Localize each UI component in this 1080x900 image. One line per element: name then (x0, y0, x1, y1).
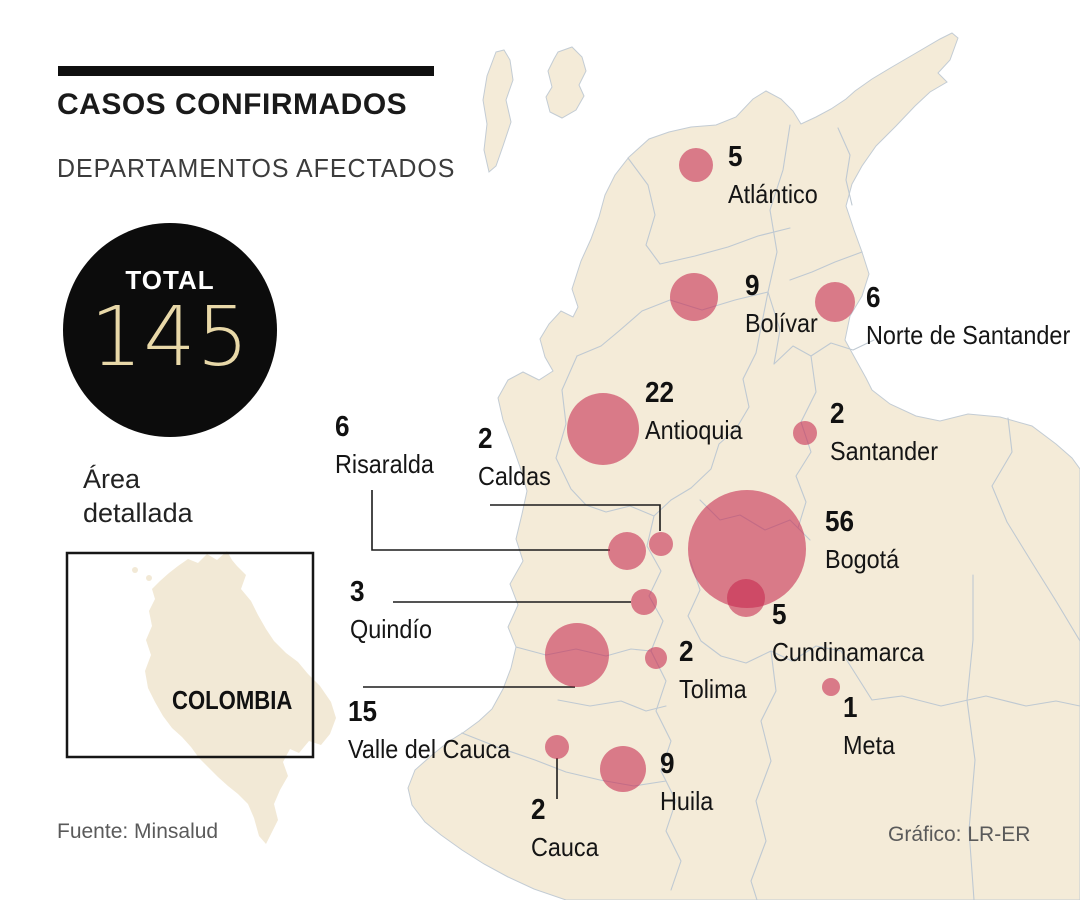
bubble-meta (822, 678, 840, 696)
dept-name-santander: Santander (830, 436, 938, 466)
dept-label-bogota: 56 Bogotá (825, 506, 900, 574)
dept-value-risaralda: 6 (335, 411, 350, 443)
dept-value-huila: 9 (660, 748, 675, 780)
dept-value-cundinamarca: 5 (772, 599, 787, 631)
bubble-caldas (649, 532, 673, 556)
bubble-cauca (545, 735, 569, 759)
inset-colombia-silhouette (145, 551, 336, 844)
dept-name-cauca: Cauca (531, 832, 599, 862)
dept-label-bolivar: 9 Bolívar (745, 270, 818, 338)
island-shape (545, 46, 587, 119)
page-title: CASOS CONFIRMADOS (57, 88, 408, 121)
dept-value-quindio: 3 (350, 576, 365, 608)
bubble-atlantico (679, 148, 713, 182)
dept-name-cundinamarca: Cundinamarca (772, 637, 925, 667)
inset-island-dot (146, 575, 152, 581)
dept-value-valle-del-cauca: 15 (348, 696, 378, 728)
inset-country-label: COLOMBIA (172, 685, 293, 715)
bubble-bolivar (670, 273, 718, 321)
dept-label-cauca: 2 Cauca (531, 794, 599, 862)
bubble-risaralda (608, 532, 646, 570)
dept-label-valle-del-cauca: 15 Valle del Cauca (348, 696, 511, 764)
inset-frame (65, 551, 315, 759)
total-value: 145 (90, 290, 250, 385)
bubble-quindio (631, 589, 657, 615)
bubble-bogota (688, 490, 806, 608)
dept-name-antioquia: Antioquia (645, 415, 743, 445)
dept-name-bogota: Bogotá (825, 544, 900, 574)
dept-value-antioquia: 22 (645, 377, 675, 409)
page-subtitle: DEPARTAMENTOS AFECTADOS (57, 153, 456, 183)
dept-label-meta: 1 Meta (843, 692, 896, 760)
dept-name-quindio: Quindío (350, 614, 432, 644)
inset-island-dot (132, 567, 138, 573)
dept-value-santander: 2 (830, 398, 845, 430)
dept-name-huila: Huila (660, 786, 714, 816)
dept-name-valle-del-cauca: Valle del Cauca (348, 734, 511, 764)
dept-label-atlantico: 5 Atlántico (728, 141, 818, 209)
bubble-cundinamarca (727, 579, 765, 617)
dept-name-norte-de-santander: Norte de Santander (866, 320, 1071, 350)
dept-name-risaralda: Risaralda (335, 449, 434, 479)
dept-value-bogota: 56 (825, 506, 855, 538)
dept-label-tolima: 2 Tolima (679, 636, 747, 704)
leader-line-caldas (490, 504, 661, 531)
bubble-norte-de-santander (815, 282, 855, 322)
source-credit: Fuente: Minsalud (57, 820, 219, 843)
leader-line-risaralda (371, 490, 610, 551)
dept-value-cauca: 2 (531, 794, 546, 826)
dept-value-caldas: 2 (478, 423, 493, 455)
total-label: TOTAL (125, 265, 215, 295)
area-note: Área detallada (83, 462, 193, 530)
dept-label-caldas: 2 Caldas (478, 423, 551, 491)
dept-value-tolima: 2 (679, 636, 694, 668)
dept-label-antioquia: 22 Antioquia (645, 377, 743, 445)
dept-value-bolivar: 9 (745, 270, 760, 302)
inset-map (65, 551, 336, 844)
leader-lines (363, 490, 661, 799)
bubble-valle-del-cauca (545, 623, 609, 687)
dept-label-quindio: 3 Quindío (350, 576, 432, 644)
dept-label-cundinamarca: 5 Cundinamarca (772, 599, 925, 667)
dept-name-tolima: Tolima (679, 674, 747, 704)
dept-value-atlantico: 5 (728, 141, 743, 173)
title-rule (58, 66, 434, 76)
dept-label-risaralda: 6 Risaralda (335, 411, 434, 479)
graphic-credit: Gráfico: LR-ER (888, 823, 1031, 846)
area-note-line2: detallada (83, 498, 193, 528)
bubble-antioquia (567, 393, 639, 465)
dept-name-atlantico: Atlántico (728, 179, 818, 209)
dept-value-meta: 1 (843, 692, 858, 724)
bubble-santander (793, 421, 817, 445)
dept-name-meta: Meta (843, 730, 896, 760)
dept-label-huila: 9 Huila (660, 748, 714, 816)
dept-name-bolivar: Bolívar (745, 308, 818, 338)
bubble-huila (600, 746, 646, 792)
total-badge: TOTAL 145 (63, 223, 277, 437)
dept-label-santander: 2 Santander (830, 398, 938, 466)
area-note-line1: Área (83, 464, 141, 494)
dept-value-norte-de-santander: 6 (866, 282, 881, 314)
bubble-tolima (645, 647, 667, 669)
dept-label-norte-de-santander: 6 Norte de Santander (866, 282, 1071, 350)
case-bubbles (545, 148, 855, 792)
island-shape (482, 49, 514, 173)
dept-name-caldas: Caldas (478, 461, 551, 491)
